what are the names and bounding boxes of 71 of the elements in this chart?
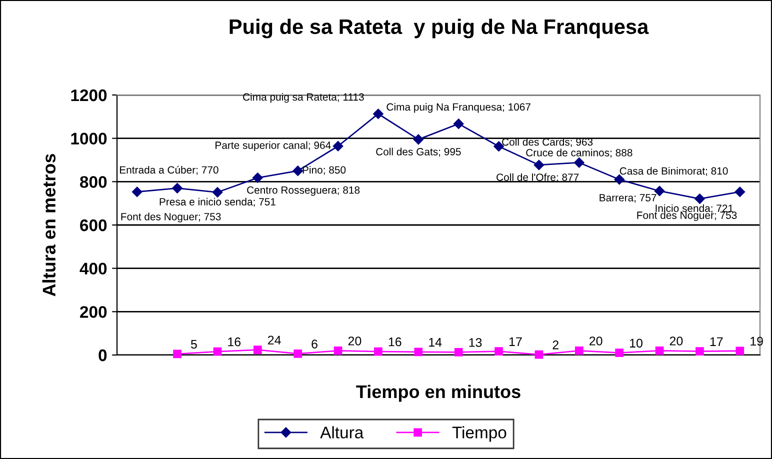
data-label: 6 xyxy=(312,340,318,348)
data-label: Font des Noguer; 753 xyxy=(121,212,221,222)
point xyxy=(614,174,624,185)
point xyxy=(494,347,503,356)
data-label: Presa e inicio senda; 751 xyxy=(160,198,276,207)
y-tick-label: 800 xyxy=(80,176,107,188)
y-tick-label: 1000 xyxy=(71,132,107,145)
point xyxy=(574,346,584,355)
x-axis-title: Tiempo en minutos xyxy=(356,384,520,402)
data-label: 10 xyxy=(630,338,642,348)
point xyxy=(212,187,223,198)
point xyxy=(173,350,182,358)
legend-label: Tiempo xyxy=(452,426,506,442)
data-label: 19 xyxy=(750,336,763,346)
data-label: Coll des Gats; 995 xyxy=(376,148,461,157)
data-label: 16 xyxy=(228,337,241,346)
legend-label: Altura xyxy=(320,426,364,438)
y-axis-title: Altura en metros xyxy=(42,154,56,296)
data-label: 17 xyxy=(710,337,723,346)
point xyxy=(292,166,303,176)
point xyxy=(132,186,142,197)
data-label: Pino; 850 xyxy=(302,166,346,175)
data-label: 16 xyxy=(388,337,402,346)
point xyxy=(253,346,262,354)
data-label: 2 xyxy=(552,340,558,350)
point xyxy=(294,350,302,358)
point xyxy=(373,108,384,119)
point xyxy=(736,346,744,356)
data-label: 20 xyxy=(590,336,602,346)
point xyxy=(615,348,624,357)
point xyxy=(454,348,463,356)
point xyxy=(213,347,222,356)
data-label: Cima puig Na Franquesa; 1067 xyxy=(386,102,530,113)
data-label: Entrada a Cúber; 770 xyxy=(120,166,218,175)
point xyxy=(453,118,464,129)
y-tick-label: 400 xyxy=(80,262,107,275)
point xyxy=(694,194,705,204)
point xyxy=(534,350,544,359)
point xyxy=(332,141,344,152)
y-tick-label: 200 xyxy=(80,306,107,318)
point xyxy=(252,172,263,183)
point xyxy=(413,134,424,145)
point xyxy=(696,347,704,356)
data-label: Centro Rosseguera; 818 xyxy=(247,186,360,196)
point xyxy=(734,186,746,197)
point xyxy=(655,346,664,355)
point xyxy=(574,157,584,168)
y-tick-label: 1200 xyxy=(71,89,107,102)
point xyxy=(374,347,382,356)
data-label: 13 xyxy=(469,338,482,347)
data-label: 20 xyxy=(348,336,362,346)
data-label: 20 xyxy=(670,336,683,346)
y-tick-label: 0 xyxy=(98,349,107,362)
data-label: 5 xyxy=(190,340,197,349)
data-label: Coll de l'Ofre; 877 xyxy=(496,173,579,182)
point xyxy=(334,346,342,355)
data-label: Cima puig sa Rateta; 1113 xyxy=(243,93,364,103)
data-label: Font des Noguer; 753 xyxy=(637,211,737,222)
data-label: 24 xyxy=(268,336,281,344)
data-label: 17 xyxy=(509,337,522,346)
point xyxy=(494,141,504,152)
chart-title: Puig de sa Rateta y puig de Na Franquesa xyxy=(230,18,649,38)
point xyxy=(414,348,423,356)
data-label: Parte superior canal; 964 xyxy=(216,141,331,151)
data-label: Casa de Binimorat; 810 xyxy=(620,167,728,176)
point xyxy=(534,160,544,170)
point xyxy=(172,183,182,194)
data-label: 14 xyxy=(429,338,442,347)
y-tick-label: 600 xyxy=(80,219,107,232)
data-label: Cruce de caminos; 888 xyxy=(526,148,632,158)
data-label: Barrera; 757 xyxy=(600,194,656,203)
